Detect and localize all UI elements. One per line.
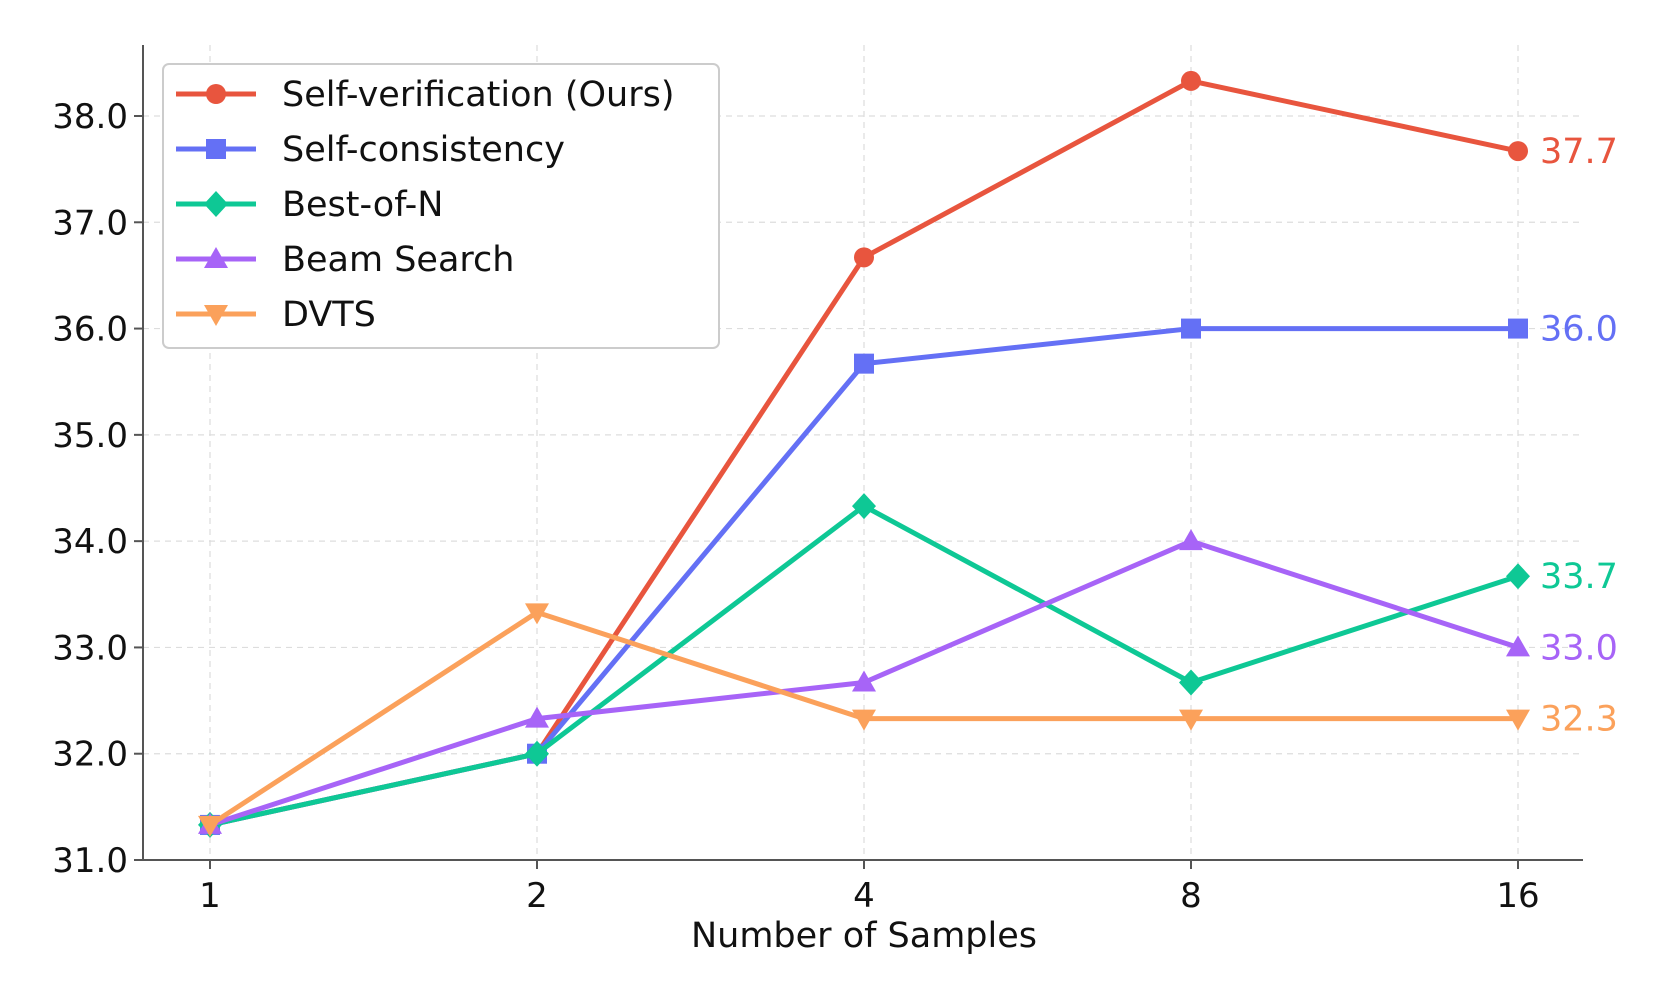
data-point-best-of-n: [525, 740, 549, 767]
end-label-self-consistency: 36.0: [1540, 310, 1618, 350]
end-label-best-of-n: 33.7: [1540, 557, 1618, 597]
legend-swatch-marker: [204, 247, 228, 268]
data-point-dvts: [1179, 709, 1203, 731]
legend-swatch-marker: [206, 84, 226, 104]
data-point-self-consistency: [1508, 318, 1528, 339]
data-point-self-verification-ours: [854, 247, 874, 268]
legend-item-best-of-n: Best-of-N: [176, 185, 443, 225]
data-point-dvts: [852, 709, 876, 731]
data-point-self-consistency: [854, 353, 874, 374]
data-point-beam-search: [525, 706, 549, 728]
x-tick-label: 2: [526, 876, 548, 916]
series-beam-search: [198, 529, 1530, 834]
y-tick-label: 32.0: [52, 735, 128, 775]
series-layer: [198, 70, 1530, 838]
data-point-best-of-n: [1506, 563, 1530, 590]
data-point-beam-search: [1179, 529, 1203, 551]
end-labels-layer: 37.7 36.0 33.7 33.0 32.3: [1540, 132, 1618, 740]
end-label-dvts: 32.3: [1540, 700, 1618, 740]
data-point-dvts: [525, 603, 549, 625]
y-tick-label: 38.0: [52, 97, 128, 137]
y-tick-label: 36.0: [52, 310, 128, 350]
data-point-dvts: [1506, 709, 1530, 731]
data-point-beam-search: [1506, 635, 1530, 657]
ticks-layer: 31.0 32.0 33.0 34.0 35.0 36.0 37.0 38.0 1 2 4 8 16: [52, 97, 1539, 916]
data-point-best-of-n: [1179, 669, 1203, 696]
end-label-self-verification-ours: 37.7: [1540, 132, 1618, 172]
data-point-best-of-n: [852, 493, 876, 520]
legend-label: Beam Search: [282, 240, 514, 280]
data-point-self-consistency: [1181, 318, 1201, 339]
data-point-self-verification-ours: [1508, 141, 1528, 162]
y-tick-label: 34.0: [52, 522, 128, 562]
end-label-beam-search: 33.0: [1540, 628, 1618, 668]
legend-label: DVTS: [282, 295, 376, 335]
legend-swatch-marker: [204, 305, 228, 326]
y-tick-label: 33.0: [52, 628, 128, 668]
y-tick-label: 35.0: [52, 416, 128, 456]
legend-swatch-marker: [204, 191, 228, 217]
legend-label: Self-consistency: [282, 130, 565, 170]
legend-item-beam-search: Beam Search: [176, 240, 514, 280]
series-best-of-n: [198, 493, 1530, 838]
series-dvts: [198, 603, 1530, 837]
x-tick-label: 1: [199, 876, 221, 916]
x-axis-title: Number of Samples: [691, 916, 1037, 956]
data-point-dvts: [198, 815, 222, 837]
legend-item-self-consistency: Self-consistency: [176, 130, 565, 170]
y-tick-label: 31.0: [52, 841, 128, 881]
y-tick-label: 37.0: [52, 203, 128, 243]
legend-box: [162, 63, 720, 349]
legend: Self-verification (Ours) Self-consistency…: [162, 63, 720, 349]
data-point-beam-search: [852, 670, 876, 692]
data-point-self-verification-ours: [1181, 70, 1201, 91]
x-tick-label: 8: [1180, 876, 1202, 916]
legend-swatch-marker: [206, 139, 226, 159]
legend-label: Self-verification (Ours): [282, 75, 675, 115]
legend-item-self-verification-ours: Self-verification (Ours): [176, 75, 675, 115]
legend-item-dvts: DVTS: [176, 295, 376, 335]
x-tick-label: 16: [1496, 876, 1539, 916]
legend-label: Best-of-N: [282, 185, 443, 225]
x-tick-label: 4: [853, 876, 875, 916]
